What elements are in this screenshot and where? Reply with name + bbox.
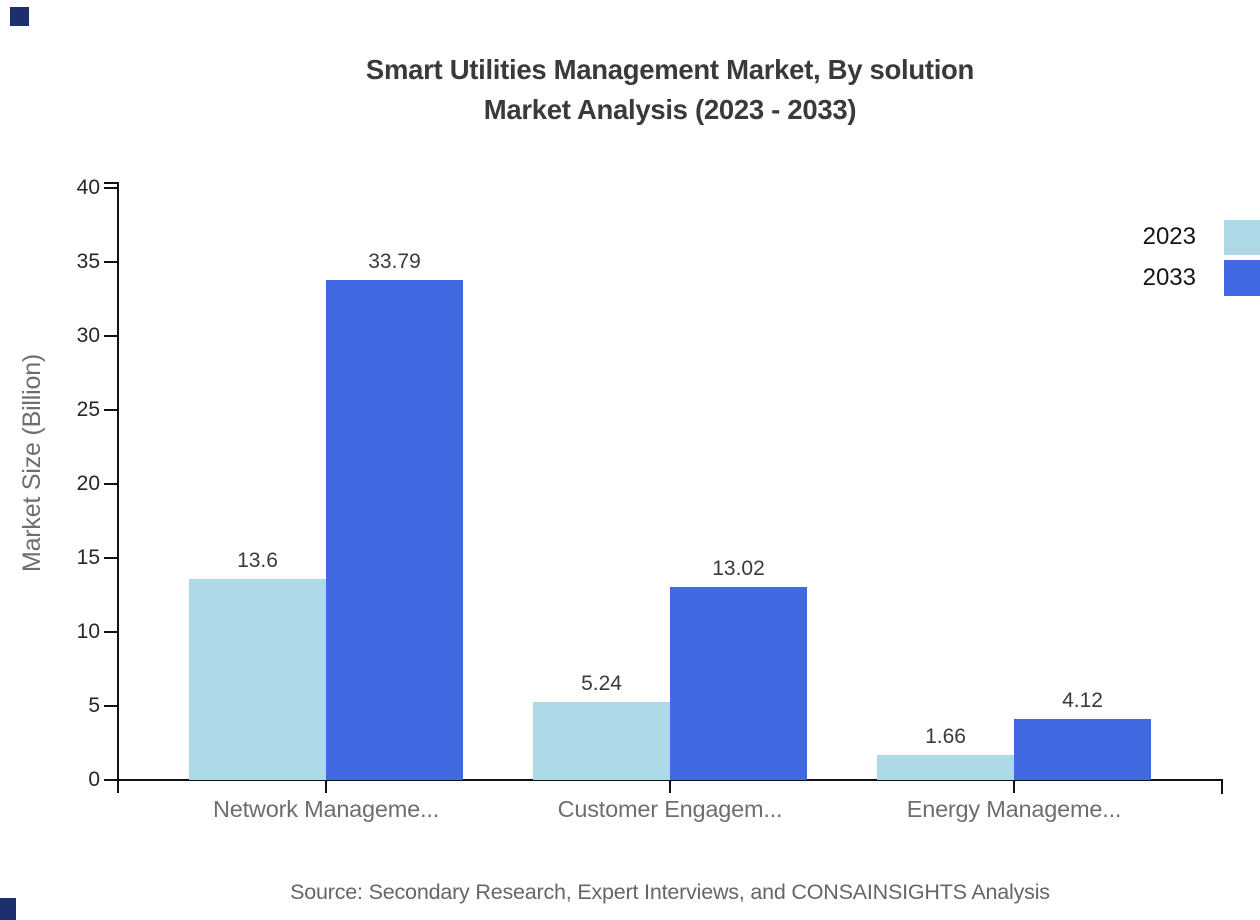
bar-value-label: 5.24 xyxy=(581,672,622,695)
category-label: Energy Manageme... xyxy=(906,796,1122,822)
y-tick xyxy=(104,261,118,263)
x-axis-end-tick xyxy=(1221,781,1223,794)
x-tick xyxy=(1013,781,1015,793)
bar-2033-category-2 xyxy=(1014,719,1151,780)
bar-2033-category-1 xyxy=(670,587,807,780)
legend-label-2033: 2033 xyxy=(1142,264,1196,291)
corner-square-bottom-left xyxy=(0,898,16,920)
y-tick-label: 40 xyxy=(76,176,100,199)
bar-value-label: 13.6 xyxy=(237,549,278,572)
y-tick-label: 35 xyxy=(76,250,100,273)
bar-value-label: 13.02 xyxy=(712,557,765,580)
y-tick-label: 5 xyxy=(88,694,100,717)
x-tick xyxy=(669,781,671,793)
bar-2023-category-0 xyxy=(189,579,326,780)
corner-square-top-left xyxy=(10,7,29,26)
y-tick-label: 10 xyxy=(76,620,100,643)
y-tick-label: 0 xyxy=(88,768,100,791)
bar-2023-category-2 xyxy=(877,755,1014,780)
y-tick xyxy=(104,483,118,485)
y-tick xyxy=(104,187,118,189)
y-tick xyxy=(104,409,118,411)
chart-title: Smart Utilities Management Market, By so… xyxy=(118,50,1222,130)
y-tick xyxy=(104,705,118,707)
x-axis-line xyxy=(117,779,1223,781)
legend-swatch-2033 xyxy=(1224,260,1260,296)
bar-2033-category-0 xyxy=(326,280,463,780)
x-tick xyxy=(325,781,327,793)
y-tick xyxy=(104,631,118,633)
y-tick xyxy=(104,335,118,337)
y-tick xyxy=(104,557,118,559)
y-tick-label: 30 xyxy=(76,324,100,347)
legend-swatch-2023 xyxy=(1224,220,1260,255)
chart-title-line1: Smart Utilities Management Market, By so… xyxy=(365,54,975,85)
y-tick xyxy=(104,779,118,781)
category-label: Customer Engagem... xyxy=(557,796,783,822)
category-label: Network Manageme... xyxy=(212,796,440,822)
bar-2023-category-1 xyxy=(533,702,670,780)
y-tick-label: 20 xyxy=(76,472,100,495)
y-tick-label: 15 xyxy=(76,546,100,569)
bar-value-label: 33.79 xyxy=(368,250,421,273)
bar-value-label: 4.12 xyxy=(1062,689,1103,712)
y-axis-top-cap-tick xyxy=(104,182,118,184)
y-tick-label: 25 xyxy=(76,398,100,421)
source-note: Source: Secondary Research, Expert Inter… xyxy=(290,880,1050,904)
bar-value-label: 1.66 xyxy=(925,725,966,748)
chart-title-line2: Market Analysis (2023 - 2033) xyxy=(483,94,857,125)
y-axis-line xyxy=(117,182,119,793)
legend-label-2023: 2023 xyxy=(1142,223,1196,250)
